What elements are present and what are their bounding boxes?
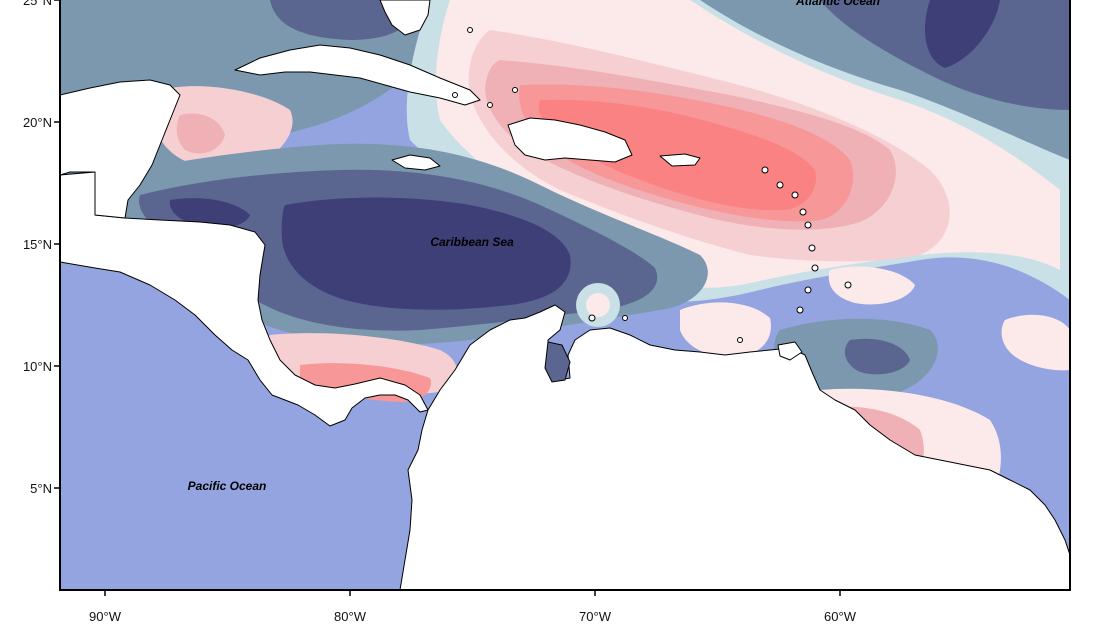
field-west-pink-core — [176, 113, 225, 154]
land-yucatan — [60, 79, 181, 219]
island — [811, 264, 819, 272]
island — [487, 102, 493, 108]
land-trinidad — [777, 341, 803, 361]
field-honduras-darkest — [169, 198, 250, 228]
field-caribbean-darkest — [281, 197, 571, 310]
label-atlantic: Atlantic Ocean — [795, 0, 880, 8]
field-east-dark — [844, 338, 910, 375]
island — [452, 92, 458, 98]
island — [808, 244, 816, 252]
island — [512, 87, 518, 93]
y-axis: 25°N 20°N 15°N 10°N 5°N — [23, 0, 60, 496]
land-florida — [379, 0, 431, 36]
island — [622, 315, 628, 321]
land-hispaniola — [507, 117, 633, 163]
field-darkest-east — [925, 0, 1000, 68]
island — [799, 208, 807, 216]
x-tick-label: 70°W — [579, 609, 612, 624]
land-jamaica — [391, 154, 441, 171]
label-caribbean: Caribbean Sea — [430, 235, 514, 249]
y-tick-label: 5°N — [30, 481, 52, 496]
x-axis: 90°W 80°W 70°W 60°W — [89, 590, 857, 624]
island — [796, 306, 804, 314]
y-tick-label: 20°N — [23, 115, 52, 130]
land-cuba — [234, 44, 481, 106]
island — [776, 181, 784, 189]
island — [467, 27, 473, 33]
island — [791, 191, 799, 199]
y-tick-label: 10°N — [23, 359, 52, 374]
field-central-patch — [828, 266, 915, 305]
islands — [452, 27, 852, 343]
land-central-america — [60, 171, 429, 427]
label-pacific: Pacific Ocean — [188, 479, 267, 493]
plot-area: Atlantic Ocean Caribbean Sea Pacific Oce… — [60, 0, 1070, 590]
x-tick-label: 80°W — [334, 609, 367, 624]
land — [60, 0, 1070, 590]
island — [804, 286, 812, 294]
island — [737, 337, 743, 343]
field-aruba-core — [586, 293, 610, 317]
land-puerto-rico — [659, 153, 701, 167]
field-dark-northwest — [270, 0, 420, 40]
x-tick-label: 90°W — [89, 609, 122, 624]
island — [761, 166, 769, 174]
field-east-patch — [1001, 314, 1070, 371]
x-tick-label: 60°W — [824, 609, 857, 624]
y-tick-label: 15°N — [23, 237, 52, 252]
y-tick-label: 25°N — [23, 0, 52, 8]
lake-maracaibo — [544, 341, 571, 383]
plot-frame — [59, 0, 1071, 591]
island — [844, 281, 852, 289]
field-venezuela-pink — [680, 302, 771, 358]
island — [804, 221, 812, 229]
island — [588, 314, 596, 322]
